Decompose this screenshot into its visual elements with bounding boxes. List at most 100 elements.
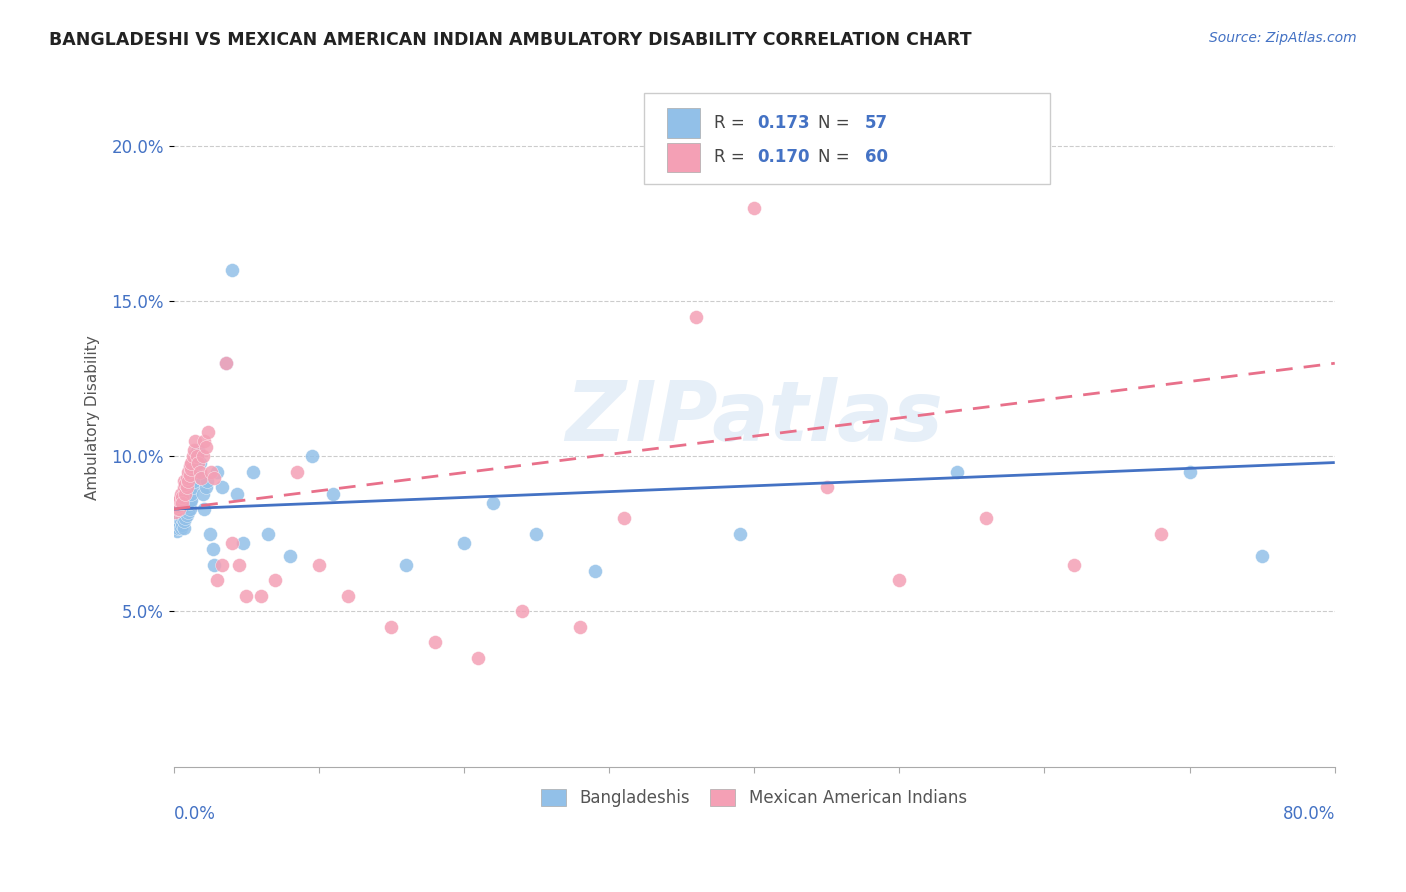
- Point: [742, 201, 765, 215]
- Point: [172, 511, 194, 525]
- Point: [177, 465, 200, 479]
- Text: R =: R =: [714, 148, 749, 166]
- Point: [205, 574, 228, 588]
- Point: [889, 574, 911, 588]
- Point: [510, 604, 533, 618]
- Point: [176, 502, 198, 516]
- Point: [183, 443, 205, 458]
- Point: [190, 471, 212, 485]
- Point: [172, 490, 194, 504]
- Point: [181, 450, 204, 464]
- Point: [191, 486, 214, 500]
- Point: [221, 536, 243, 550]
- Point: [177, 499, 200, 513]
- Point: [482, 496, 505, 510]
- Point: [228, 558, 250, 572]
- Point: [167, 492, 190, 507]
- Point: [215, 356, 238, 370]
- Point: [188, 465, 211, 479]
- Point: [177, 505, 200, 519]
- Point: [166, 517, 188, 532]
- Text: 57: 57: [865, 114, 887, 132]
- Point: [174, 477, 197, 491]
- Point: [193, 502, 215, 516]
- Point: [211, 558, 233, 572]
- Point: [322, 486, 344, 500]
- Point: [172, 496, 194, 510]
- Point: [167, 499, 190, 513]
- Point: [205, 465, 228, 479]
- Point: [176, 480, 198, 494]
- Text: 0.173: 0.173: [758, 114, 810, 132]
- Point: [1251, 549, 1274, 563]
- Point: [179, 458, 201, 473]
- FancyBboxPatch shape: [644, 93, 1050, 184]
- Point: [976, 511, 998, 525]
- Point: [180, 462, 202, 476]
- Point: [180, 486, 202, 500]
- Point: [728, 527, 751, 541]
- Point: [1178, 465, 1201, 479]
- Point: [187, 443, 209, 458]
- Point: [186, 450, 208, 464]
- Point: [172, 517, 194, 532]
- Point: [193, 434, 215, 448]
- Point: [201, 542, 224, 557]
- Point: [264, 574, 287, 588]
- Point: [194, 440, 217, 454]
- Point: [179, 496, 201, 510]
- Point: [184, 465, 207, 479]
- Bar: [666, 108, 700, 137]
- Y-axis label: Ambulatory Disability: Ambulatory Disability: [86, 335, 100, 500]
- Point: [215, 356, 238, 370]
- Point: [170, 496, 193, 510]
- Point: [1063, 558, 1085, 572]
- Point: [167, 521, 190, 535]
- Point: [198, 527, 221, 541]
- Point: [202, 471, 225, 485]
- Text: 0.170: 0.170: [758, 148, 810, 166]
- Point: [395, 558, 418, 572]
- Point: [166, 524, 188, 538]
- Point: [170, 515, 193, 529]
- Point: [166, 502, 188, 516]
- Point: [169, 492, 191, 507]
- Bar: [666, 143, 700, 172]
- Point: [179, 502, 201, 516]
- Point: [815, 480, 838, 494]
- Point: [221, 263, 243, 277]
- Text: 80.0%: 80.0%: [1282, 805, 1334, 823]
- Point: [173, 480, 195, 494]
- Point: [308, 558, 330, 572]
- Point: [285, 465, 308, 479]
- Point: [167, 515, 190, 529]
- Point: [176, 471, 198, 485]
- Point: [183, 474, 205, 488]
- Point: [176, 508, 198, 523]
- Point: [166, 496, 188, 510]
- Point: [174, 511, 197, 525]
- Text: 60: 60: [865, 148, 887, 166]
- Point: [226, 486, 249, 500]
- Point: [685, 310, 707, 324]
- Text: BANGLADESHI VS MEXICAN AMERICAN INDIAN AMBULATORY DISABILITY CORRELATION CHART: BANGLADESHI VS MEXICAN AMERICAN INDIAN A…: [49, 31, 972, 49]
- Point: [190, 471, 212, 485]
- Point: [946, 465, 969, 479]
- Point: [180, 456, 202, 470]
- Point: [188, 456, 211, 470]
- Point: [169, 502, 191, 516]
- Point: [170, 486, 193, 500]
- Text: N =: N =: [818, 114, 855, 132]
- Point: [187, 456, 209, 470]
- Text: 0.0%: 0.0%: [173, 805, 215, 823]
- Point: [186, 450, 208, 464]
- Point: [249, 589, 271, 603]
- Legend: Bangladeshis, Mexican American Indians: Bangladeshis, Mexican American Indians: [534, 782, 973, 814]
- Point: [174, 486, 197, 500]
- Point: [194, 480, 217, 494]
- Point: [173, 521, 195, 535]
- Text: Source: ZipAtlas.com: Source: ZipAtlas.com: [1209, 31, 1357, 45]
- Point: [181, 480, 204, 494]
- Text: R =: R =: [714, 114, 749, 132]
- Point: [169, 511, 191, 525]
